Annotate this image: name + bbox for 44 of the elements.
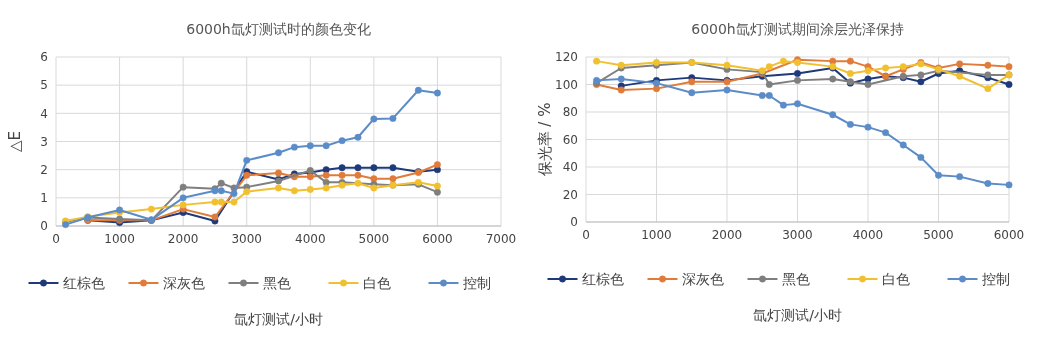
x-tick-label: 2000 (167, 232, 199, 246)
y-tick-label: 3 (40, 134, 48, 149)
legend-label: 红棕色 (62, 274, 105, 291)
y-tick-label: 20 (562, 187, 578, 202)
legend-label: 红棕色 (581, 270, 624, 287)
y-tick-label: 100 (555, 77, 578, 92)
x-tick-label: 0 (52, 232, 60, 246)
y-tick-label: 1 (40, 191, 48, 206)
legend-label: 黑色 (781, 270, 810, 287)
chart-title: 6000h氙灯测试期间涂层光泽保持 (691, 21, 904, 37)
x-tick-label: 3000 (231, 232, 262, 246)
x-axis-title: 氙灯测试/小时 (753, 307, 842, 323)
y-tick-label: 6 (40, 50, 48, 65)
legend-label: 深灰色 (681, 270, 724, 287)
legend-label: 控制 (981, 270, 1010, 287)
x-tick-label: 6000 (993, 228, 1025, 242)
x-tick-label: 1000 (641, 228, 672, 242)
x-tick-label: 5000 (358, 232, 390, 246)
legend-label: 深灰色 (162, 274, 205, 291)
legend-label: 黑色 (262, 274, 291, 291)
y-tick-label: 60 (562, 132, 578, 147)
x-tick-label: 6000 (422, 232, 453, 246)
y-tick-label: 2 (40, 162, 48, 177)
x-tick-label: 7000 (485, 232, 517, 246)
x-tick-label: 4000 (295, 232, 326, 246)
y-tick-label: 0 (570, 215, 578, 230)
chart-title: 6000h氙灯测试时的颜色变化 (186, 21, 371, 37)
y-axis-title: △E (6, 130, 24, 153)
x-tick-label: 2000 (711, 228, 743, 242)
x-tick-label: 4000 (852, 228, 884, 242)
x-tick-label: 5000 (923, 228, 954, 242)
y-tick-label: 4 (40, 106, 48, 121)
y-tick-label: 40 (562, 160, 578, 175)
y-tick-label: 120 (555, 50, 578, 65)
y-tick-label: 80 (562, 105, 578, 120)
x-tick-label: 3000 (782, 228, 813, 242)
x-tick-label: 0 (582, 228, 590, 242)
y-axis-title: 保光率 / % (536, 102, 554, 177)
y-tick-label: 5 (40, 78, 48, 93)
legend-label: 白色 (362, 274, 391, 291)
x-tick-label: 1000 (104, 232, 135, 246)
legend-label: 控制 (462, 274, 491, 291)
x-axis-title: 氙灯测试/小时 (234, 311, 323, 327)
legend-label: 白色 (881, 270, 910, 287)
